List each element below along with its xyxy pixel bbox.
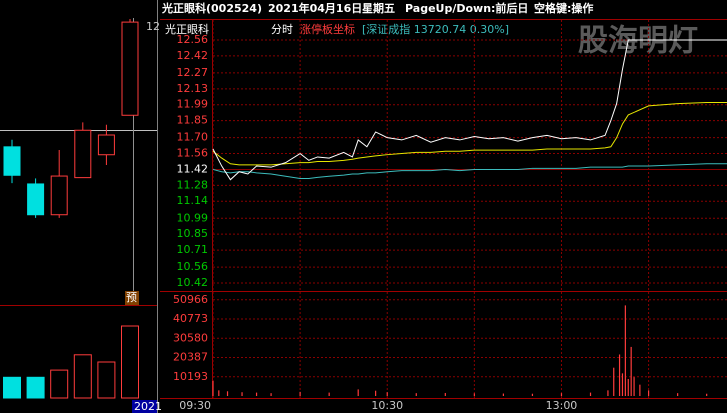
- candle-body: [74, 129, 92, 179]
- x-tick-label: 13:00: [546, 399, 578, 412]
- y-tick-label: 20387: [173, 351, 208, 364]
- y-tick-label: 12.13: [177, 82, 209, 95]
- x-tick-label: 09:30: [179, 399, 211, 412]
- series-line: [212, 39, 727, 181]
- annotation: 12: [146, 20, 160, 33]
- y-tick-label: 10.56: [177, 260, 209, 273]
- info-index: [深证成指 13720.74 0.30%]: [362, 22, 509, 36]
- annotation: 预: [126, 291, 137, 304]
- y-tick-label: 11.42: [177, 162, 209, 175]
- y-tick-label: 10.71: [177, 243, 209, 256]
- candle-body: [27, 183, 45, 216]
- candle-body: [97, 134, 115, 156]
- y-tick-label: 12.42: [177, 49, 209, 62]
- annotation-box: [125, 291, 139, 305]
- y-tick-label: 50966: [173, 293, 208, 306]
- volume-bar: [26, 376, 45, 399]
- candle-body: [50, 175, 68, 216]
- y-tick-label: 11.14: [177, 194, 209, 207]
- volume-bar: [121, 325, 139, 399]
- date-box: [132, 400, 157, 413]
- date: 2021年04月16日: [268, 1, 362, 15]
- info-scale: 涨停板坐标: [300, 22, 355, 36]
- date-label: 2021: [134, 400, 162, 413]
- info-title: 光正眼科: [165, 22, 209, 36]
- watermark: 股海明灯: [578, 24, 698, 59]
- y-tick-label: 11.85: [177, 114, 209, 127]
- x-tick-label: 10:30: [371, 399, 403, 412]
- y-tick-label: 30580: [173, 331, 208, 344]
- volume-bar: [73, 354, 92, 399]
- y-tick-label: 11.70: [177, 131, 209, 144]
- volume-bar: [50, 369, 69, 399]
- hint: 空格键:操作: [534, 1, 593, 15]
- series-line: [212, 163, 727, 180]
- y-tick-label: 12.56: [177, 33, 209, 46]
- info-mode: 分时: [271, 23, 293, 36]
- hint: PageUp/Down:前后日: [405, 1, 528, 15]
- volume-bar: [3, 376, 21, 399]
- y-tick-label: 11.56: [177, 147, 209, 160]
- y-tick-label: 40773: [173, 312, 208, 325]
- header: 光正眼科(002524) 2021年04月16日 星期五 PageUp/Down…: [161, 1, 593, 15]
- stock-title: 光正眼科(002524): [161, 1, 262, 15]
- candle-body: [3, 146, 21, 176]
- y-tick-label: 10193: [173, 370, 208, 383]
- candle-body: [121, 21, 139, 116]
- y-tick-label: 12.27: [177, 66, 209, 79]
- y-tick-label: 10.42: [177, 276, 209, 289]
- y-tick-label: 10.85: [177, 227, 209, 240]
- weekday: 星期五: [362, 1, 395, 15]
- y-tick-label: 11.28: [177, 178, 209, 191]
- volume-bar: [97, 361, 116, 399]
- y-tick-label: 10.99: [177, 211, 209, 224]
- y-tick-label: 11.99: [177, 98, 209, 111]
